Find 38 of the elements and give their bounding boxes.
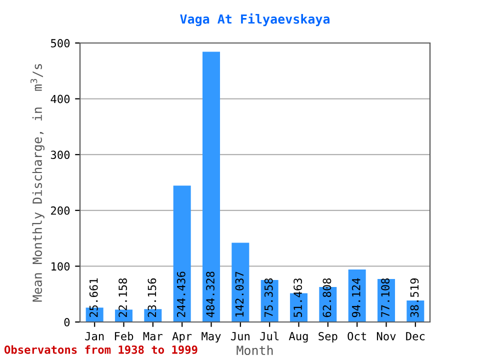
data-label: 22.158 [118, 278, 128, 317]
data-label: 62.808 [322, 278, 332, 318]
bar [173, 186, 191, 322]
data-label: 94.124 [352, 278, 360, 318]
y-tick-label: 500 [50, 39, 70, 48]
y-tick-label: 0 [64, 318, 70, 326]
data-label: 77.108 [381, 278, 390, 318]
data-label: 51.463 [294, 278, 302, 318]
y-tick-label: 300 [50, 150, 70, 160]
x-tick-label: Aug [288, 332, 308, 343]
data-label: 38.519 [410, 278, 419, 318]
x-tick-label: Mar [143, 332, 163, 340]
text: Observatons from 1938 to 1999 [4, 345, 198, 354]
bar [232, 242, 250, 322]
bar [348, 269, 366, 322]
data-label: 244.436 [176, 272, 186, 317]
x-tick-label: Oct [348, 332, 366, 340]
data-label: 142.037 [235, 272, 244, 316]
y-tick-label: 200 [51, 206, 70, 215]
y-axis-title: Mean Monthly Discharge, in m$^{3}$/s [30, 64, 44, 302]
data-label: 25.661 [89, 278, 98, 317]
chart-title: Vaga At Filyaevskaya [180, 13, 330, 26]
x-tick-label: Feb [114, 332, 134, 340]
y-tick-label: 400 [50, 94, 70, 104]
x-tick-label: Jan [85, 332, 104, 340]
data-label: 23.156 [148, 278, 156, 317]
data-label: 484.328 [206, 272, 215, 318]
x-tick-label: May [202, 332, 221, 343]
x-tick-label: Apr [172, 332, 192, 343]
data-label: 75.358 [264, 278, 273, 318]
x-tick-label: Nov [376, 332, 396, 340]
x-tick-label: Jun [230, 332, 250, 340]
x-tick-label: Dec [406, 332, 425, 340]
bar [202, 52, 220, 322]
y-tick-label: 100 [52, 262, 70, 271]
x-axis-title: Month [236, 345, 273, 356]
x-tick-label: Sep [318, 332, 338, 343]
x-tick-label: Jul [260, 332, 279, 340]
